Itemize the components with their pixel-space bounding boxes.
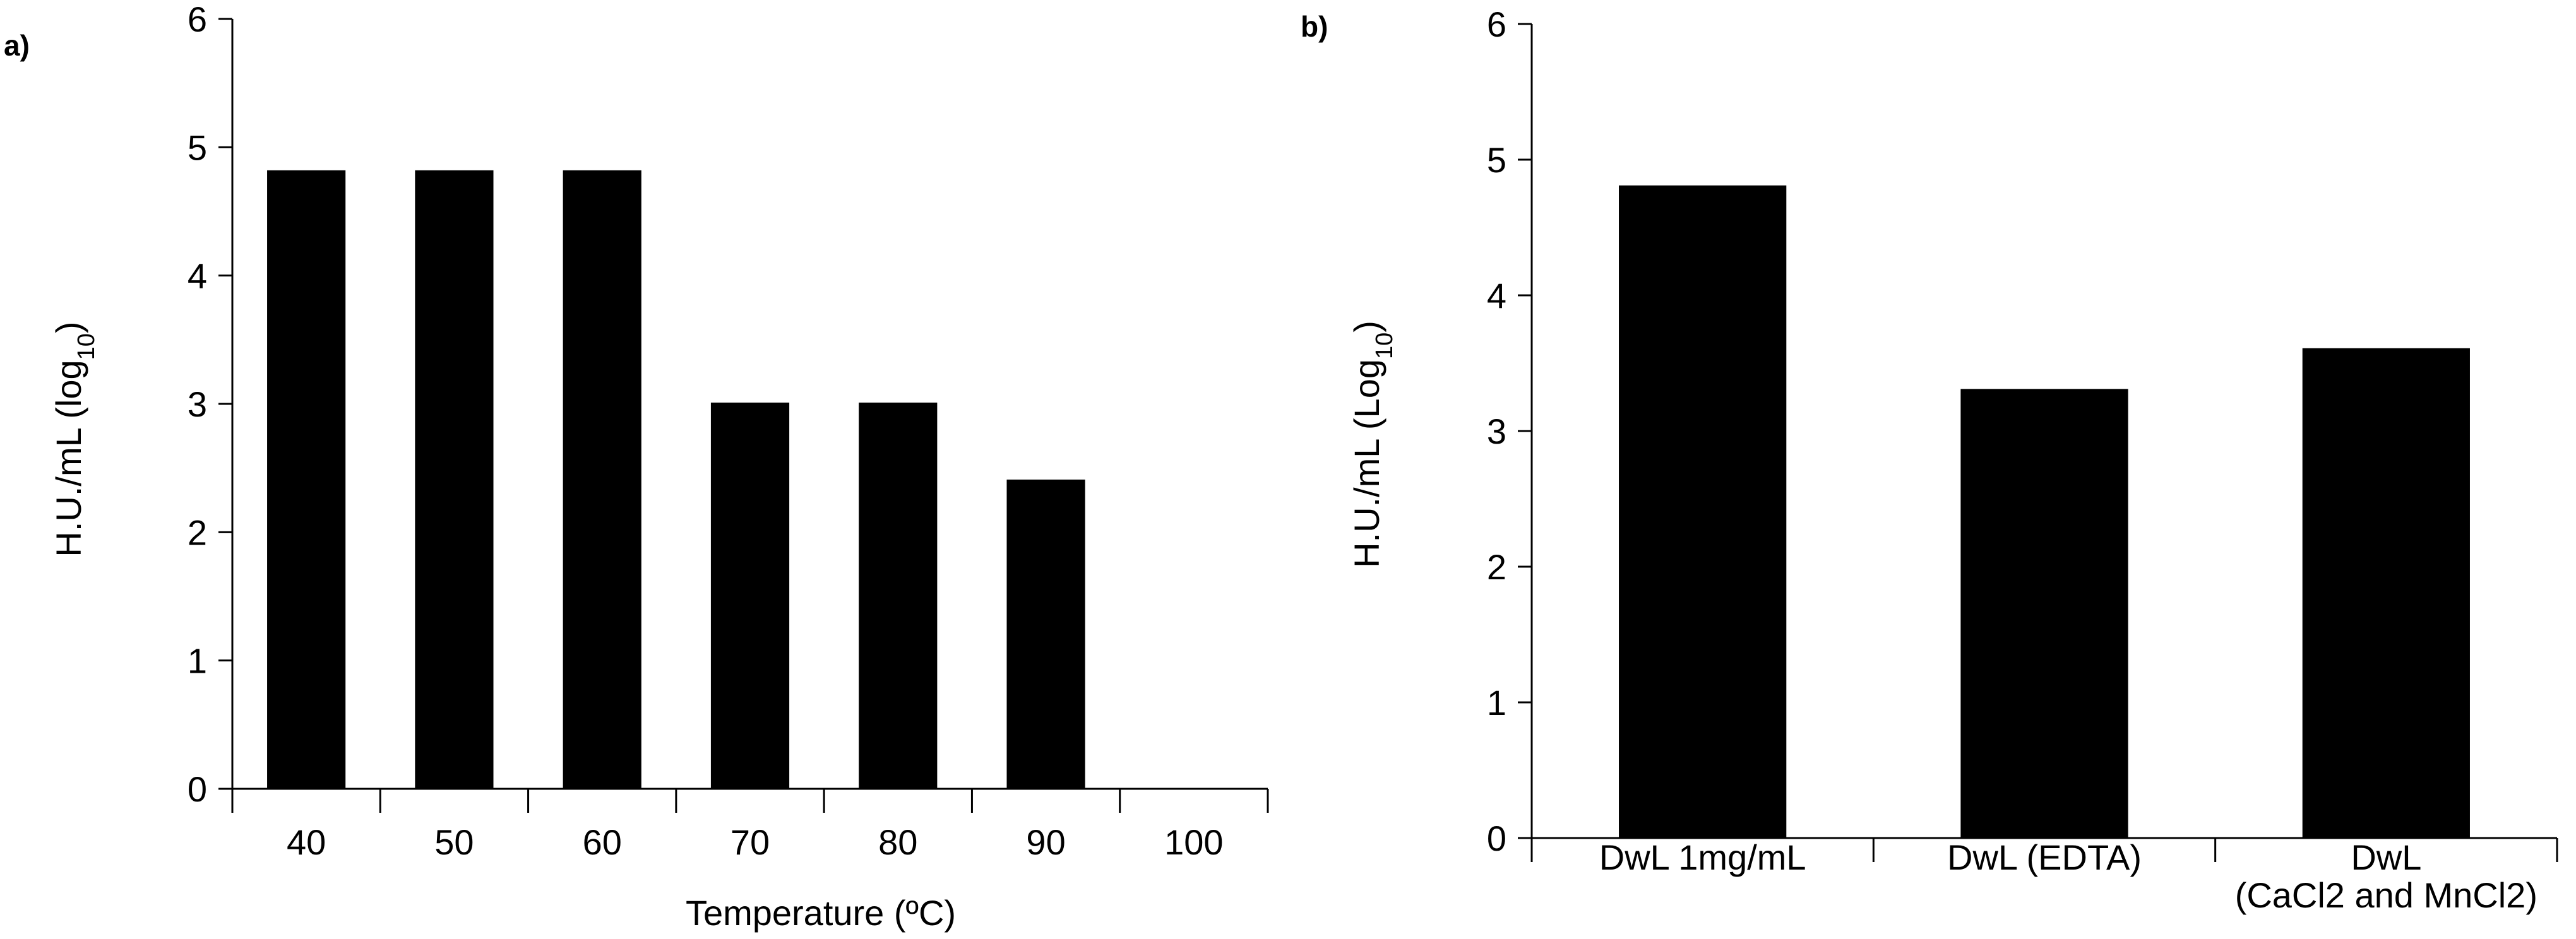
- y-tick-label-b-4: 4: [1487, 276, 1506, 316]
- y-tick-label-a-0: 0: [188, 769, 207, 809]
- x-tick-label-a-4: 80: [878, 822, 917, 862]
- x-tick-label-a-1: 50: [434, 822, 474, 862]
- bar-a-0: [267, 170, 346, 789]
- y-axis-title-a-main: H.U./mL (log: [49, 360, 88, 557]
- x-tick-label-b-2: DwL (CaCl2 and MnCl2): [2235, 837, 2537, 915]
- bar-a-2: [563, 170, 641, 789]
- x-tick-labels-b: DwL 1mg/mL DwL (EDTA) DwL (CaCl2 and MnCl2): [1599, 837, 2537, 915]
- y-tick-labels-a: 0 1 2 3 4 5 6: [188, 0, 207, 809]
- y-tick-label-b-0: 0: [1487, 818, 1506, 858]
- x-tick-label-b-0: DwL 1mg/mL: [1599, 837, 1806, 877]
- y-axis-title-b-sub: 10: [1371, 333, 1398, 359]
- y-axis-title-a-close: ): [49, 321, 88, 333]
- bar-b-2: [2302, 348, 2470, 838]
- panel-label-b: b): [1301, 10, 1328, 43]
- y-tick-label-b-2: 2: [1487, 547, 1506, 587]
- bars-a: [267, 170, 1085, 789]
- y-tick-label-a-6: 6: [188, 0, 207, 39]
- y-tick-label-b-3: 3: [1487, 411, 1506, 451]
- y-axis-title-a: H.U./mL (log10): [49, 321, 100, 557]
- bars-b: [1619, 185, 2470, 839]
- x-tick-label-b-1-line-0: DwL (EDTA): [1947, 837, 2142, 877]
- x-tick-label-a-0-line-0: 40: [287, 822, 326, 862]
- y-tick-label-b-5: 5: [1487, 140, 1506, 180]
- x-tick-label-b-1: DwL (EDTA): [1947, 837, 2142, 877]
- x-tick-label-a-3: 70: [730, 822, 770, 862]
- y-tick-label-a-4: 4: [188, 256, 207, 296]
- y-axis-title-b-main: H.U./mL (Log: [1347, 359, 1386, 568]
- x-tick-label-a-5-line-0: 90: [1026, 822, 1065, 862]
- y-axis-title-b-close: ): [1347, 321, 1386, 333]
- y-tick-label-a-2: 2: [188, 512, 207, 552]
- y-tick-labels-b: 0 1 2 3 4 5 6: [1487, 4, 1506, 858]
- x-tick-label-a-3-line-0: 70: [730, 822, 770, 862]
- x-tick-label-b-0-line-0: DwL 1mg/mL: [1599, 837, 1806, 877]
- x-tick-label-b-2-line-0: DwL: [2351, 837, 2421, 877]
- chart-b: b) 0 1 2 3 4 5 6 DwL 1mg/mL DwL (EDTA) DwL (CaCl2…: [1301, 4, 2558, 915]
- y-tick-label-b-1: 1: [1487, 683, 1506, 723]
- y-axis-title-a-sub: 10: [73, 333, 100, 360]
- bar-a-3: [710, 402, 790, 789]
- x-tick-label-a-2: 60: [583, 822, 622, 862]
- y-axis-title-b: H.U./mL (Log10): [1347, 321, 1398, 568]
- y-tick-label-b-6: 6: [1487, 4, 1506, 44]
- axes-a: [218, 18, 1269, 813]
- x-tick-label-a-2-line-0: 60: [583, 822, 622, 862]
- x-tick-label-a-1-line-0: 50: [434, 822, 474, 862]
- bar-a-1: [415, 170, 494, 789]
- x-tick-labels-a: 40 50 60 70 80 90 100: [287, 822, 1224, 862]
- panel-label-a: a): [4, 29, 30, 62]
- bar-b-0: [1619, 185, 1787, 839]
- axes-b: [1518, 23, 2558, 862]
- x-tick-label-a-0: 40: [287, 822, 326, 862]
- bar-a-4: [859, 402, 938, 789]
- x-tick-label-a-6-line-0: 100: [1164, 822, 1223, 862]
- x-axis-title-a: Temperature (ºC): [686, 893, 956, 933]
- chart-a: a) 0 1 2 3 4 5 6 40 50 60 70 80 90 100 Temperature (…: [4, 0, 1269, 933]
- x-tick-label-a-4-line-0: 80: [878, 822, 917, 862]
- y-tick-label-a-1: 1: [188, 641, 207, 681]
- bar-b-1: [1960, 389, 2128, 838]
- x-tick-label-a-6: 100: [1164, 822, 1223, 862]
- bar-a-5: [1006, 479, 1085, 789]
- x-tick-label-b-2-line-1: (CaCl2 and MnCl2): [2235, 875, 2537, 915]
- x-tick-label-a-5: 90: [1026, 822, 1065, 862]
- y-tick-label-a-5: 5: [188, 127, 207, 167]
- y-tick-label-a-3: 3: [188, 384, 207, 424]
